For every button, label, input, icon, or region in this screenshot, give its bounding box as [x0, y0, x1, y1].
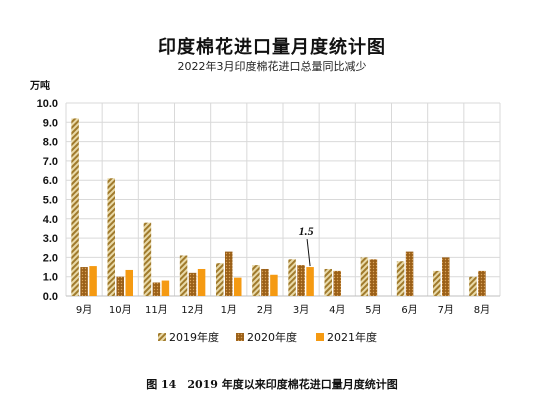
legend-swatch	[316, 333, 324, 341]
bar	[125, 269, 133, 296]
y-tick-label: 9.0	[43, 117, 58, 129]
y-tick-label: 4.0	[43, 214, 58, 226]
y-axis-unit: 万吨	[29, 79, 50, 92]
bar	[179, 255, 188, 296]
bar	[89, 266, 97, 296]
x-tick-label: 3月	[293, 304, 309, 316]
bar	[297, 265, 305, 296]
chart-title: 印度棉花进口量月度统计图	[158, 36, 386, 58]
x-tick-label: 2月	[257, 304, 273, 316]
bar	[469, 276, 477, 296]
chart-subtitle: 2022年3月印度棉花进口总量同比减少	[178, 59, 367, 73]
bar	[252, 265, 260, 296]
bar	[107, 178, 115, 296]
bar	[188, 272, 197, 296]
y-tick-label: 7.0	[43, 156, 58, 168]
bar	[80, 267, 88, 296]
y-tick-label: 5.0	[43, 195, 58, 207]
bar	[71, 118, 79, 296]
figure-caption: 图 14 2019 年度以来印度棉花进口量月度统计图	[146, 377, 398, 391]
y-tick-label: 0.0	[43, 291, 58, 303]
bar	[288, 259, 296, 296]
bars	[71, 118, 486, 296]
gridlines	[65, 102, 501, 297]
x-tick-label: 9月	[76, 304, 92, 316]
bar	[433, 270, 441, 296]
bar	[478, 270, 486, 296]
x-tick-label: 8月	[474, 304, 490, 316]
annotation-leader	[306, 238, 311, 267]
y-tick-label: 8.0	[43, 137, 58, 149]
x-tick-label: 7月	[438, 304, 454, 316]
bar	[442, 257, 450, 296]
y-tick-label: 6.0	[43, 175, 58, 187]
x-tick-label: 4月	[329, 304, 345, 316]
x-axis-ticks: 9月 10月 11月 12月 1月 2月 3月 4月 5月 6月 7月 8月	[76, 304, 490, 316]
x-tick-label: 12月	[181, 304, 204, 316]
bar	[225, 251, 233, 296]
bar	[161, 280, 170, 296]
bar	[360, 257, 369, 296]
bar	[306, 267, 314, 296]
x-tick-label: 6月	[401, 304, 417, 316]
legend-label: 2021年度	[327, 330, 377, 344]
y-axis-ticks: 0.0 1.0 2.0 3.0 4.0 5.0 6.0 7.0 8.0 9.0 10.0	[37, 98, 58, 303]
annotation: 1.5	[299, 224, 314, 267]
legend-label: 2019年度	[169, 330, 219, 344]
x-tick-label: 10月	[109, 304, 132, 316]
bar	[405, 251, 414, 296]
y-tick-label: 2.0	[43, 252, 58, 264]
bar	[234, 277, 242, 296]
bar	[197, 268, 206, 296]
annotation-label: 1.5	[299, 224, 314, 238]
bar	[333, 270, 341, 296]
bar	[143, 222, 152, 296]
bar	[270, 274, 278, 296]
y-tick-label: 3.0	[43, 233, 58, 245]
bar	[369, 259, 378, 296]
bar	[216, 263, 224, 296]
legend: 2019年度 2020年度 2021年度	[158, 330, 377, 344]
bar	[152, 282, 161, 296]
x-tick-label: 1月	[221, 304, 237, 316]
x-tick-label: 5月	[365, 304, 381, 316]
y-tick-label: 10.0	[37, 98, 58, 110]
legend-swatch	[158, 333, 166, 341]
bar	[261, 268, 269, 296]
bar	[396, 261, 405, 296]
x-tick-label: 11月	[145, 304, 168, 316]
legend-label: 2020年度	[247, 330, 297, 344]
bar	[324, 268, 332, 296]
y-tick-label: 1.0	[43, 272, 58, 284]
bar	[116, 276, 124, 296]
legend-swatch	[236, 333, 244, 341]
